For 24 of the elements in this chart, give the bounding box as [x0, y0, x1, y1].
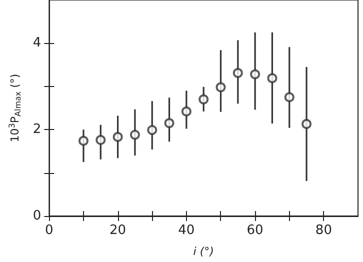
x-axis-title: i (°): [193, 245, 214, 258]
point: [198, 94, 209, 104]
point: [181, 106, 192, 116]
point: [284, 92, 294, 102]
y-tick-label: 4: [32, 36, 42, 51]
y-tick-label: 2: [32, 122, 42, 138]
point: [96, 134, 106, 145]
y-axis-title: 103PAlmax (°): [8, 74, 22, 142]
x-tick-label: 0: [45, 223, 54, 238]
point: [130, 130, 140, 140]
point: [216, 82, 226, 92]
point: [164, 118, 174, 128]
x-tick-label: 80: [315, 223, 332, 238]
point: [112, 132, 123, 142]
point: [232, 68, 243, 78]
x-tick-label: 40: [178, 223, 195, 238]
point: [302, 118, 312, 129]
point: [78, 136, 88, 146]
point: [267, 73, 278, 84]
point: [147, 125, 158, 136]
point: [250, 69, 260, 80]
y-tick-label: 0: [32, 208, 42, 224]
x-tick-label: 60: [246, 223, 264, 238]
x-tick-label: 20: [110, 223, 126, 238]
